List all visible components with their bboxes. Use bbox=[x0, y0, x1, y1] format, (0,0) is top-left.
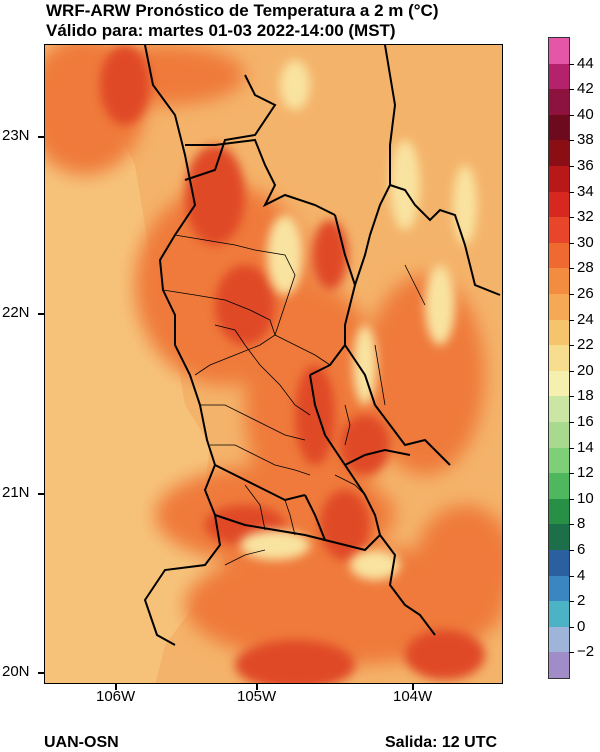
colorbar-tick bbox=[569, 140, 574, 142]
colorbar-label: 22 bbox=[577, 336, 594, 354]
colorbar-cell bbox=[549, 63, 569, 90]
lon-label-104w: 104W bbox=[393, 688, 433, 705]
map-subtitle: Válido para: martes 01-03 2022-14:00 (MS… bbox=[46, 21, 396, 40]
colorbar-label: 36 bbox=[577, 157, 594, 174]
colorbar-tick bbox=[569, 601, 574, 603]
cool-zones bbox=[240, 60, 477, 580]
colorbar-cell bbox=[549, 38, 569, 65]
colorbar-cell bbox=[549, 294, 569, 321]
footer-source: UAN-OSN bbox=[44, 734, 119, 751]
colorbar-label: 16 bbox=[577, 413, 594, 430]
colorbar-label: 24 bbox=[577, 310, 594, 328]
hot-zones bbox=[100, 45, 485, 683]
lat-label-21n: 21N bbox=[2, 484, 30, 501]
temperature-map bbox=[44, 44, 503, 684]
colorbar-tick bbox=[569, 217, 574, 219]
colorbar-tick bbox=[569, 63, 574, 65]
colorbar-cell bbox=[549, 601, 569, 628]
colorbar-tick bbox=[569, 575, 574, 577]
colorbar-cell bbox=[549, 345, 569, 372]
lat-label-22n: 22N bbox=[2, 304, 30, 321]
colorbar-tick bbox=[569, 268, 574, 270]
colorbar-cell bbox=[549, 473, 569, 500]
lat-tick bbox=[38, 313, 45, 315]
colorbar-cell bbox=[549, 242, 569, 269]
colorbar-cell bbox=[549, 550, 569, 577]
colorbar-cell bbox=[549, 370, 569, 397]
colorbar-label: 30 bbox=[577, 233, 594, 251]
colorbar-label: 4 bbox=[577, 566, 586, 584]
colorbar-label: 40 bbox=[577, 105, 594, 123]
colorbar-tick bbox=[569, 89, 574, 91]
colorbar-tick bbox=[569, 652, 574, 654]
colorbar-label: 44 bbox=[577, 54, 594, 72]
colorbar-cell bbox=[549, 166, 569, 193]
lat-tick bbox=[38, 493, 45, 495]
colorbar-cell bbox=[549, 268, 569, 295]
colorbar-label: 32 bbox=[577, 208, 594, 226]
colorbar-label: 0 bbox=[577, 617, 586, 635]
colorbar-tick bbox=[569, 550, 574, 551]
temperature-colorbar bbox=[548, 37, 570, 679]
colorbar-tick bbox=[569, 191, 574, 193]
colorbar-label: 10 bbox=[577, 489, 594, 507]
colorbar-cell bbox=[549, 319, 569, 346]
colorbar-label: 28 bbox=[577, 259, 594, 277]
state-borders bbox=[143, 45, 501, 646]
colorbar-tick bbox=[569, 319, 574, 321]
colorbar-tick bbox=[569, 524, 574, 526]
colorbar-cell bbox=[549, 498, 569, 525]
lat-tick bbox=[38, 672, 45, 674]
colorbar-tick bbox=[569, 626, 574, 628]
colorbar-label: 26 bbox=[577, 285, 594, 302]
colorbar-tick bbox=[569, 473, 574, 475]
colorbar-tick bbox=[569, 422, 574, 423]
colorbar-tick bbox=[569, 396, 574, 398]
colorbar-label: −2 bbox=[577, 643, 595, 661]
colorbar-cell bbox=[549, 191, 569, 218]
lat-label-20n: 20N bbox=[2, 663, 30, 680]
colorbar-label: 34 bbox=[577, 182, 594, 200]
colorbar-cell bbox=[549, 114, 569, 141]
colorbar-cell bbox=[549, 217, 569, 244]
colorbar-label: 18 bbox=[577, 387, 594, 405]
colorbar-label: 42 bbox=[577, 80, 594, 98]
colorbar-cell bbox=[549, 524, 569, 551]
map-title: WRF-ARW Pronóstico de Temperatura a 2 m … bbox=[46, 1, 439, 20]
colorbar-tick bbox=[569, 370, 574, 372]
colorbar-tick bbox=[569, 447, 574, 449]
colorbar-cell bbox=[549, 575, 569, 602]
colorbar-label: 14 bbox=[577, 438, 594, 456]
temperature-field bbox=[45, 45, 502, 683]
lon-tick bbox=[256, 684, 258, 690]
colorbar-cell bbox=[549, 447, 569, 474]
colorbar-label: 8 bbox=[577, 515, 586, 533]
footer-run-time: Salida: 12 UTC bbox=[385, 734, 498, 751]
colorbar-label: 2 bbox=[577, 592, 586, 610]
lon-label-105w: 105W bbox=[237, 688, 277, 705]
colorbar-label: 12 bbox=[577, 464, 594, 482]
colorbar-tick bbox=[569, 166, 574, 167]
colorbar-label: 38 bbox=[577, 131, 594, 149]
lat-tick bbox=[38, 136, 45, 138]
lon-label-106w: 106W bbox=[96, 688, 136, 705]
colorbar-cell bbox=[549, 626, 569, 653]
colorbar-cell bbox=[549, 422, 569, 449]
colorbar-tick bbox=[569, 242, 574, 244]
colorbar-cell bbox=[549, 89, 569, 116]
lon-tick bbox=[412, 684, 414, 690]
lon-tick bbox=[115, 684, 117, 690]
colorbar-tick bbox=[569, 345, 574, 347]
colorbar-tick bbox=[569, 294, 574, 295]
colorbar-tick bbox=[569, 114, 574, 116]
colorbar-label: 20 bbox=[577, 361, 594, 379]
colorbar-tick bbox=[569, 498, 574, 500]
colorbar-label: 6 bbox=[577, 541, 586, 558]
colorbar-cell bbox=[549, 396, 569, 423]
colorbar-cell bbox=[549, 140, 569, 167]
lat-label-23n: 23N bbox=[2, 127, 30, 144]
colorbar-cell bbox=[549, 652, 569, 679]
